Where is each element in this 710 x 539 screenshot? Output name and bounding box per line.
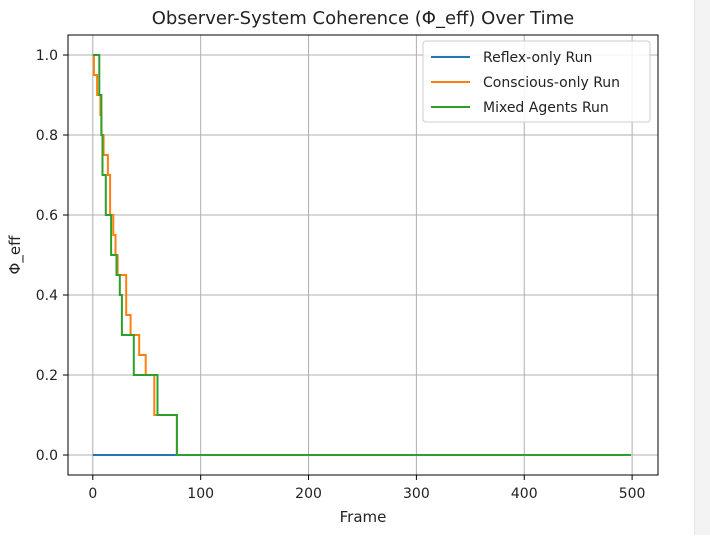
y-tick-label: 1.0 bbox=[36, 48, 58, 64]
legend-label: Mixed Agents Run bbox=[483, 100, 609, 116]
chart-figure: Observer-System Coherence (Φ_eff) Over T… bbox=[6, 8, 659, 526]
y-tick-label: 0.8 bbox=[36, 128, 58, 144]
y-axis-label: Φ_eff bbox=[6, 235, 25, 275]
legend-box bbox=[422, 40, 651, 123]
x-tick-label: 200 bbox=[295, 486, 322, 502]
y-tick-label: 0.0 bbox=[36, 448, 58, 464]
y-tick-label: 0.2 bbox=[36, 368, 58, 384]
legend-label: Reflex-only Run bbox=[483, 50, 592, 66]
legend-label: Conscious-only Run bbox=[483, 75, 620, 91]
y-axis: 0.0 0.2 0.4 0.6 0.8 1.0 bbox=[36, 48, 68, 464]
x-tick-label: 0 bbox=[88, 486, 97, 502]
series-line-3 bbox=[92, 54, 631, 456]
x-tick-label: 500 bbox=[619, 486, 646, 502]
window-scrollbar-gutter bbox=[694, 0, 710, 535]
legend: Reflex-only Run Conscious-only Run Mixed A… bbox=[422, 40, 651, 123]
chart-title: Observer-System Coherence (Φ_eff) Over T… bbox=[152, 8, 574, 29]
x-axis-label: Frame bbox=[340, 508, 387, 526]
y-tick-label: 0.6 bbox=[36, 208, 58, 224]
x-axis: 0 100 200 300 400 500 bbox=[88, 475, 645, 502]
x-tick-label: 100 bbox=[187, 486, 214, 502]
chart-canvas: Observer-System Coherence (Φ_eff) Over T… bbox=[6, 8, 659, 526]
x-tick-label: 300 bbox=[403, 486, 430, 502]
x-tick-label: 400 bbox=[511, 486, 538, 502]
plot-frame bbox=[67, 34, 659, 476]
y-tick-label: 0.4 bbox=[36, 288, 58, 304]
series-layer bbox=[92, 54, 631, 456]
